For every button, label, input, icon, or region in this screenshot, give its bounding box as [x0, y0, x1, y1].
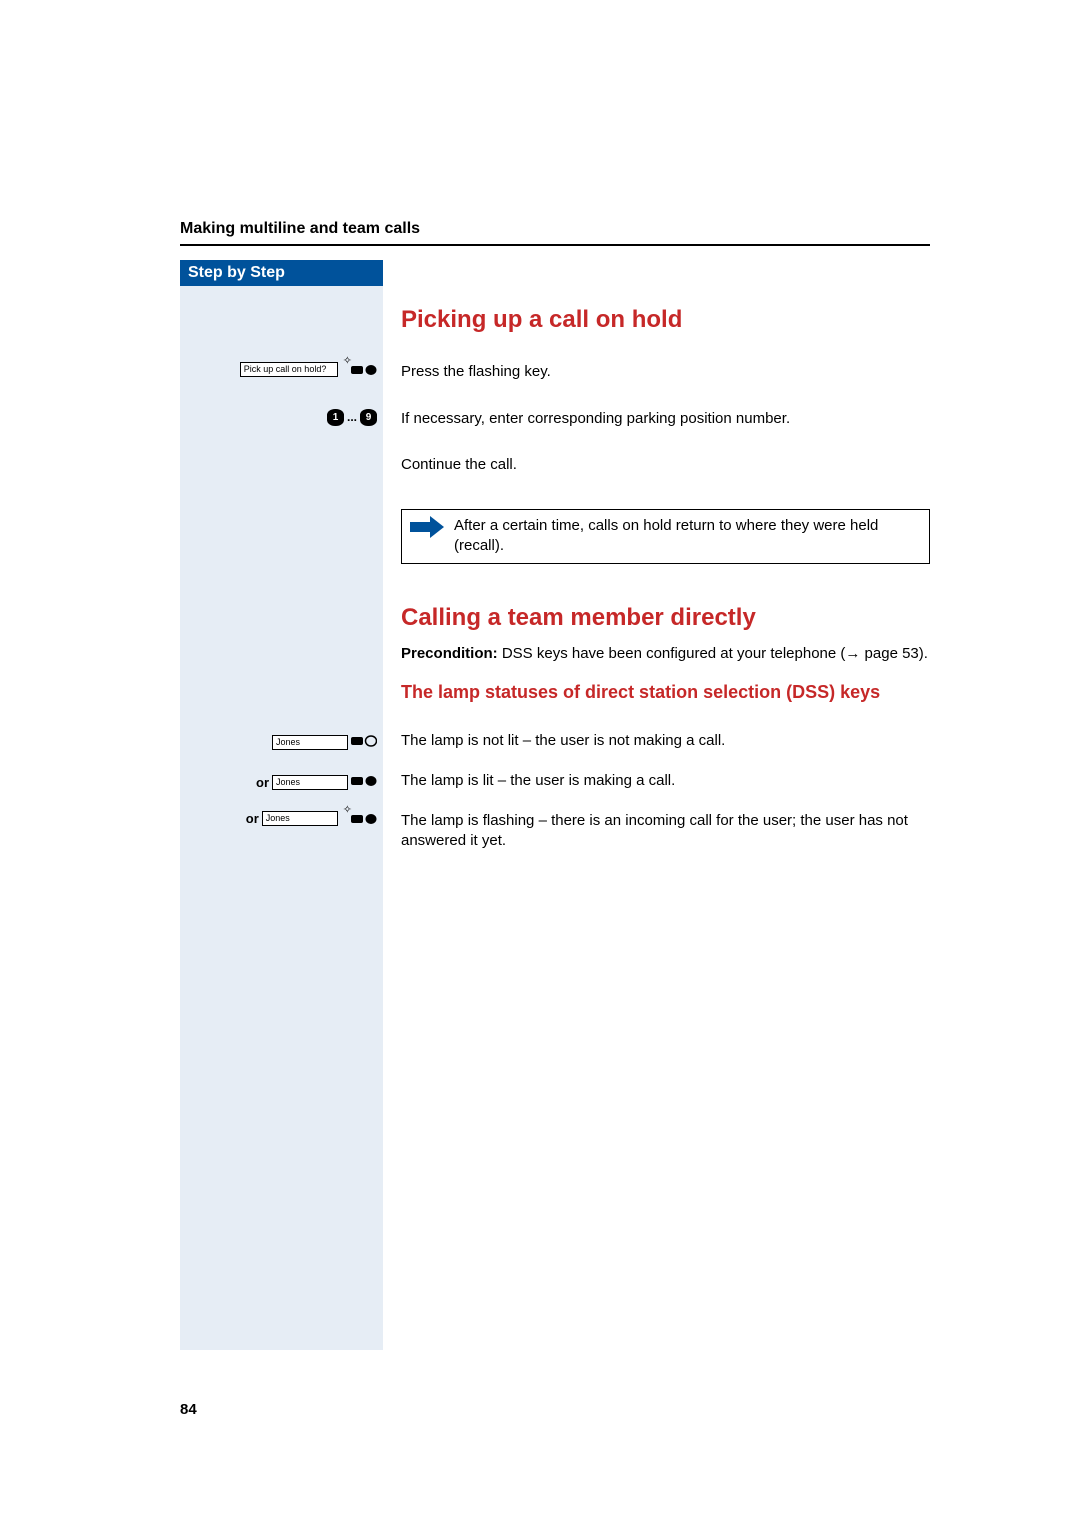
- row-lamp-off: Jones The lamp is not lit – the user is …: [180, 723, 930, 763]
- text-continue: Continue the call.: [401, 455, 930, 475]
- dss-key-label: Jones: [272, 775, 348, 790]
- sidebar-title: Step by Step: [180, 260, 383, 286]
- digit-dots: ...: [347, 410, 357, 424]
- precondition-label: Precondition:: [401, 645, 498, 662]
- sidebar-cell: [180, 584, 383, 723]
- key-label-pickup: Pick up call on hold?: [240, 362, 338, 377]
- or-label: or: [256, 775, 269, 790]
- sidebar-cell: Pick up call on hold? ✧: [180, 354, 383, 400]
- row-heading-pickup: Picking up a call on hold: [180, 286, 930, 354]
- arrow-icon: →: [845, 645, 860, 662]
- note-text: After a certain time, calls on hold retu…: [454, 516, 921, 557]
- lamp-flash-icon: ✧: [341, 812, 377, 826]
- or-label: or: [246, 811, 259, 826]
- text-enter-pos: If necessary, enter corresponding parkin…: [401, 409, 930, 429]
- heading-pickup: Picking up a call on hold: [401, 304, 930, 336]
- main-cell: Continue the call.: [383, 447, 930, 493]
- main-cell: The lamp is not lit – the user is not ma…: [383, 723, 930, 763]
- main-cell: Calling a team member directly Precondit…: [383, 584, 930, 723]
- sidebar-fill: [180, 870, 383, 1350]
- section-header: Making multiline and team calls: [180, 220, 930, 238]
- page: Making multiline and team calls Step by …: [0, 0, 1080, 1528]
- sidebar-cell: [180, 447, 383, 493]
- lamp-on-icon: [351, 774, 377, 791]
- main-cell: Picking up a call on hold: [383, 286, 930, 354]
- main-cell: The lamp is lit – the user is making a c…: [383, 763, 930, 803]
- sidebar-cell: or Jones ✧: [180, 803, 383, 870]
- row-note: After a certain time, calls on hold retu…: [180, 493, 930, 584]
- row-enter-pos: 1 ... 9 If necessary, enter correspondin…: [180, 401, 930, 447]
- text-lamp-off: The lamp is not lit – the user is not ma…: [401, 731, 930, 751]
- note-arrow-icon: [410, 516, 444, 538]
- sidebar-cell: or Jones: [180, 763, 383, 803]
- precondition-ref: page 53).: [860, 645, 928, 662]
- text-press-key: Press the flashing key.: [401, 362, 930, 382]
- digit-start: 1: [327, 409, 344, 426]
- heading-lamp-statuses: The lamp statuses of direct station sele…: [401, 680, 930, 704]
- sidebar-cell: Jones: [180, 723, 383, 763]
- flashing-key-icon: ✧: [341, 363, 377, 377]
- lamp-off-icon: [351, 734, 377, 751]
- text-lamp-flash: The lamp is flashing – there is an incom…: [401, 811, 930, 852]
- row-press-key: Pick up call on hold? ✧ Press the flashi…: [180, 354, 930, 400]
- page-number: 84: [180, 1401, 197, 1418]
- text-lamp-on: The lamp is lit – the user is making a c…: [401, 771, 930, 791]
- note-box: After a certain time, calls on hold retu…: [401, 509, 930, 564]
- main-cell: Press the flashing key.: [383, 354, 930, 400]
- dss-key-label: Jones: [272, 735, 348, 750]
- digit-range-icon: 1 ... 9: [327, 409, 377, 426]
- main-cell: If necessary, enter corresponding parkin…: [383, 401, 930, 447]
- precondition-body: DSS keys have been configured at your te…: [498, 645, 846, 662]
- heading-team: Calling a team member directly: [401, 602, 930, 634]
- horizontal-rule: [180, 244, 930, 246]
- sidebar-cell: [180, 286, 383, 354]
- digit-end: 9: [360, 409, 377, 426]
- sidebar-cell: 1 ... 9: [180, 401, 383, 447]
- row-filler: [180, 870, 930, 1350]
- row-lamp-on: or Jones The lamp is lit – the user is m…: [180, 763, 930, 803]
- row-team-heading: Calling a team member directly Precondit…: [180, 584, 930, 723]
- row-lamp-flash: or Jones ✧ The lamp is flashing – there …: [180, 803, 930, 870]
- main-cell: After a certain time, calls on hold retu…: [383, 493, 930, 584]
- dss-key-label: Jones: [262, 811, 338, 826]
- sidebar-cell: [180, 493, 383, 584]
- main-cell: The lamp is flashing – there is an incom…: [383, 803, 930, 870]
- row-continue: Continue the call.: [180, 447, 930, 493]
- text-precondition: Precondition: DSS keys have been configu…: [401, 644, 930, 664]
